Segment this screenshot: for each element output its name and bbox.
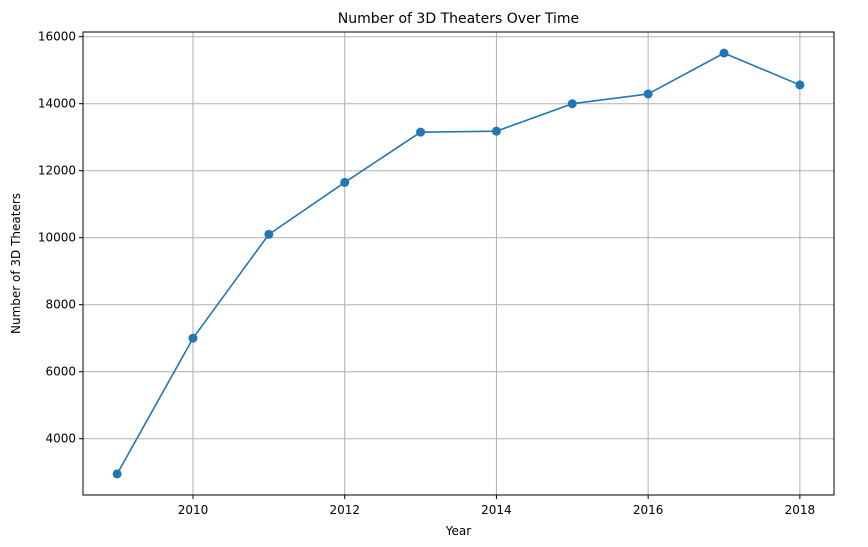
y-tick-label: 6000 xyxy=(45,365,76,379)
x-tick-label: 2012 xyxy=(329,503,360,517)
series-layer xyxy=(112,48,805,479)
y-tick-label: 16000 xyxy=(38,30,76,44)
ticks: 2010 2012 2014 2016 2018 4000 6000 8000 10000 120… xyxy=(38,30,815,517)
x-axis-label: Year xyxy=(445,524,471,538)
data-point xyxy=(264,229,274,239)
x-tick-label: 2010 xyxy=(178,503,209,517)
y-tick-label: 12000 xyxy=(38,164,76,178)
data-point xyxy=(491,126,501,136)
data-point xyxy=(340,177,350,187)
data-point xyxy=(567,99,577,109)
plot-area-frame xyxy=(82,31,835,496)
data-point xyxy=(795,80,805,90)
data-point xyxy=(719,48,729,58)
y-tick-label: 14000 xyxy=(38,97,76,111)
y-tick-label: 10000 xyxy=(38,231,76,245)
y-tick-label: 8000 xyxy=(45,298,76,312)
data-point xyxy=(112,469,122,479)
data-point xyxy=(643,89,653,99)
data-point xyxy=(416,127,426,137)
x-tick-label: 2018 xyxy=(785,503,816,517)
y-axis-label: Number of 3D Theaters xyxy=(9,193,23,334)
x-tick-label: 2014 xyxy=(481,503,512,517)
series-line xyxy=(116,52,801,475)
y-tick-label: 4000 xyxy=(45,432,76,446)
grid xyxy=(83,32,834,495)
chart-title: Number of 3D Theaters Over Time xyxy=(338,11,579,27)
x-tick-label: 2016 xyxy=(633,503,664,517)
data-point xyxy=(188,333,198,343)
